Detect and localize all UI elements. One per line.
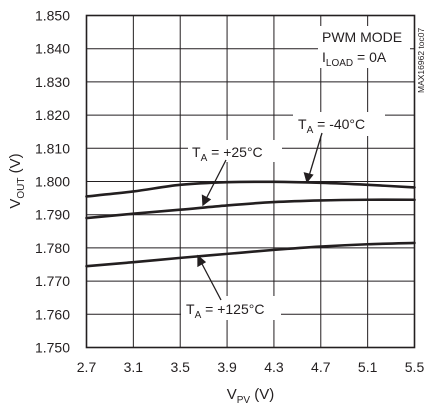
x-tick-label: 3.9	[217, 359, 237, 375]
x-tick-label: 3.1	[124, 359, 144, 375]
label-bg-plus125	[181, 296, 281, 320]
y-tick-label: 1.840	[35, 41, 70, 57]
arrow-minus40-head	[303, 172, 314, 184]
x-tick-label: 4.7	[311, 359, 331, 375]
x-ticks: 2.7 3.1 3.5 3.9 4.3 4.7 5.1 5.5	[77, 359, 425, 375]
series-line-plus125	[85, 241, 416, 268]
x-tick-label: 4.3	[264, 359, 284, 375]
arrow-plus25-head	[201, 194, 212, 207]
x-tick-label: 3.5	[170, 359, 190, 375]
load-label: ILOAD = 0A	[322, 49, 387, 69]
y-tick-label: 1.750	[35, 340, 70, 356]
y-axis-title: VOUT (V)	[7, 153, 27, 208]
y-tick-label: 1.830	[35, 74, 70, 90]
label-plus125: TA = +125°C	[186, 301, 264, 321]
mode-label: PWM MODE	[322, 29, 402, 45]
x-axis-title: VPV (V)	[227, 386, 275, 406]
series-line-minus40	[85, 180, 416, 198]
x-tick-label: 5.1	[358, 359, 378, 375]
label-bg-minus40	[293, 112, 385, 136]
y-tick-label: 1.790	[35, 207, 70, 223]
y-tick-label: 1.800	[35, 174, 70, 190]
series-line-plus25	[85, 198, 416, 220]
x-tick-label: 5.5	[405, 359, 425, 375]
label-minus40: TA = -40°C	[298, 116, 365, 136]
y-tick-label: 1.810	[35, 140, 70, 156]
y-tick-label: 1.820	[35, 107, 70, 123]
arrow-plus125-head	[197, 254, 207, 268]
y-tick-label: 1.780	[35, 240, 70, 256]
arrows	[197, 132, 323, 301]
arrow-plus25	[205, 159, 227, 200]
arrow-minus40	[308, 132, 323, 177]
y-tick-label: 1.770	[35, 273, 70, 289]
plot-frame	[85, 14, 416, 349]
arrow-plus125	[200, 261, 222, 301]
label-plus25: TA = +25°C	[192, 144, 263, 164]
y-tick-label: 1.760	[35, 306, 70, 322]
y-tick-label: 1.850	[35, 8, 70, 24]
label-bg-plus25	[188, 140, 282, 162]
x-tick-label: 2.7	[77, 359, 97, 375]
condition-bg	[318, 26, 410, 68]
series-group	[85, 180, 416, 268]
y-ticks: 1.750 1.760 1.770 1.780 1.790 1.800 1.810 1.820…	[35, 8, 70, 356]
figure-id: MAX16962 toc07	[416, 28, 426, 93]
